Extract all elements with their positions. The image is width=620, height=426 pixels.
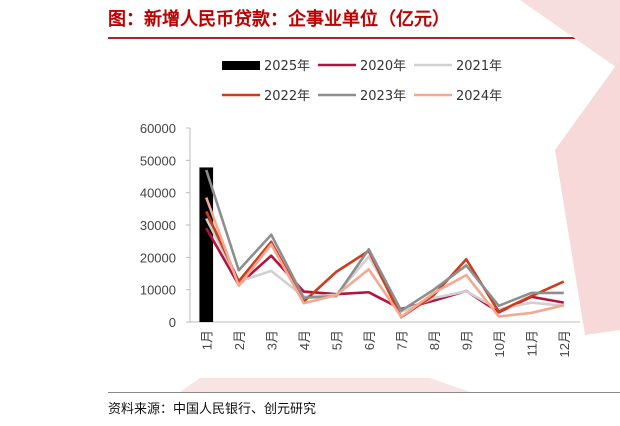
watermark-shape-bottom <box>180 378 470 392</box>
bar-2025 <box>199 167 214 322</box>
x-tick-label: 1月 <box>199 330 214 350</box>
source-note: 资料来源：中国人民银行、创元研究 <box>108 402 317 417</box>
series-line-2020年 <box>205 227 564 314</box>
legend-label: 2025年 <box>264 59 310 74</box>
legend-label: 2022年 <box>264 89 310 104</box>
title-divider <box>108 37 620 39</box>
x-tick-label: 4月 <box>297 330 312 350</box>
source-divider <box>108 392 620 393</box>
x-tick-label: 5月 <box>329 330 344 350</box>
y-tick-label: 50000 <box>140 153 176 168</box>
series-line-2023年 <box>205 169 564 312</box>
x-tick-label: 8月 <box>427 330 442 350</box>
x-tick-label: 3月 <box>264 330 279 350</box>
x-tick-label: 7月 <box>394 330 409 350</box>
watermark-shape-top <box>520 0 620 70</box>
watermark-shape-right <box>555 60 620 335</box>
y-tick-label: 60000 <box>140 121 176 136</box>
chart-title: 图：新增人民币贷款：企事业单位（亿元） <box>108 9 450 30</box>
y-tick-label: 10000 <box>140 283 176 298</box>
y-tick-label: 20000 <box>140 250 176 265</box>
legend-label: 2020年 <box>360 59 406 74</box>
x-tick-label: 2月 <box>232 330 247 350</box>
y-tick-label: 0 <box>169 315 176 330</box>
legend-label: 2024年 <box>456 89 502 104</box>
y-tick-label: 30000 <box>140 218 176 233</box>
x-tick-label: 11月 <box>524 330 539 357</box>
x-tick-label: 6月 <box>362 330 377 350</box>
x-tick-label: 10月 <box>492 330 507 357</box>
x-tick-label: 9月 <box>459 330 474 350</box>
x-tick-label: 12月 <box>557 330 572 357</box>
background-watermark-shapes <box>180 0 620 392</box>
legend-label: 2023年 <box>360 89 406 104</box>
legend-label: 2021年 <box>456 59 502 74</box>
y-tick-label: 40000 <box>140 186 176 201</box>
legend-swatch <box>222 61 260 70</box>
series-line-2024年 <box>205 197 565 319</box>
series-line-2022年 <box>205 210 565 319</box>
